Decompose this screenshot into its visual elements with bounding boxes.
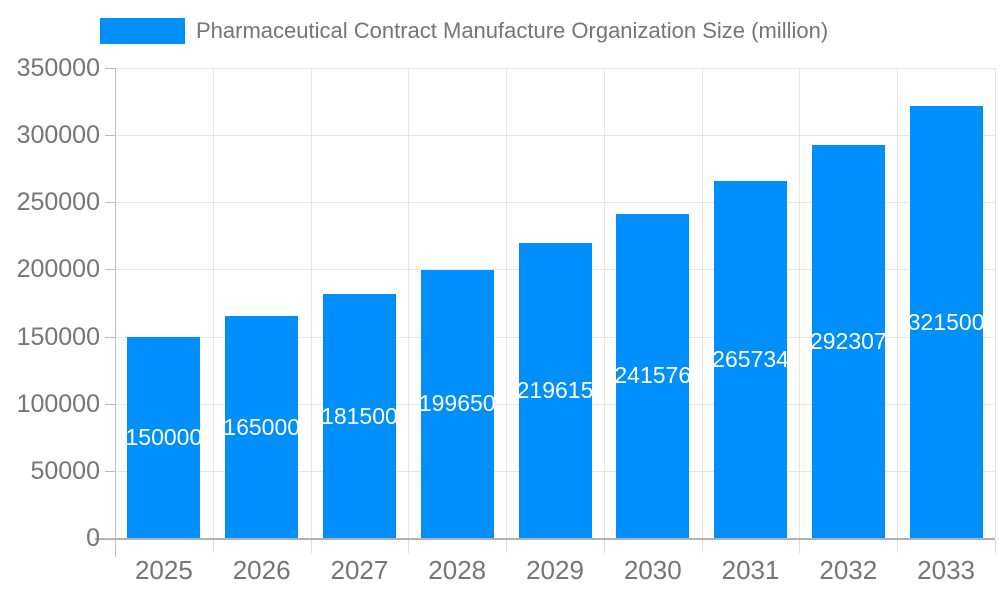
x-axis-tick <box>212 540 214 553</box>
x-axis-tick <box>310 540 312 553</box>
bar-2025[interactable]: 150000 <box>127 336 201 538</box>
x-axis-tick-label: 2025 <box>134 555 193 585</box>
y-axis-tick-label: 100000 <box>16 389 100 418</box>
y-axis-line <box>115 68 116 557</box>
v-gridline <box>701 68 703 538</box>
x-axis-tick <box>799 540 801 553</box>
x-axis-tick-label: 2028 <box>428 555 487 585</box>
legend[interactable]: Pharmaceutical Contract Manufacture Orga… <box>100 18 828 44</box>
v-gridline <box>799 68 801 538</box>
y-axis-tick <box>105 403 115 405</box>
v-gridline <box>506 68 508 538</box>
x-axis-tick <box>408 540 410 553</box>
bar-value-label: 292307 <box>811 328 885 355</box>
y-axis-tick-label: 200000 <box>16 255 100 284</box>
bar-2032[interactable]: 292307 <box>811 145 885 538</box>
x-axis-tick <box>701 540 703 553</box>
x-axis-tick <box>897 540 899 553</box>
x-axis-tick-label: 2032 <box>819 555 878 585</box>
x-axis-tick <box>506 540 508 553</box>
bar-value-label: 165000 <box>225 413 299 440</box>
x-axis-tick-label: 2026 <box>232 555 291 585</box>
v-gridline <box>310 68 312 538</box>
bar-2029[interactable]: 219615 <box>518 243 592 538</box>
y-axis-tick <box>105 68 115 69</box>
x-axis-tick-label: 2031 <box>721 555 780 585</box>
x-axis-tick-label: 2029 <box>526 555 584 585</box>
h-gridline <box>115 68 995 69</box>
y-axis-tick-label: 350000 <box>16 54 100 82</box>
y-axis-tick <box>105 135 115 137</box>
plot-area: 150000 165000 181500 199650 219615 241576 2657… <box>115 68 996 538</box>
y-axis-tick <box>105 202 115 204</box>
y-axis-tick-label: 0 <box>86 524 100 552</box>
bar-2026[interactable]: 165000 <box>225 316 299 538</box>
v-gridline <box>603 68 605 538</box>
y-axis-tick <box>105 470 115 472</box>
bar-value-label: 181500 <box>322 402 396 429</box>
bar-2033[interactable]: 321500 <box>909 106 983 538</box>
h-gridline <box>115 135 995 137</box>
x-axis-tick <box>995 540 996 553</box>
legend-swatch <box>100 18 185 44</box>
h-gridline <box>115 202 995 204</box>
x-axis-tick-label: 2033 <box>917 555 976 585</box>
bar-value-label: 241576 <box>616 362 690 389</box>
y-axis-tick-label: 150000 <box>16 322 100 351</box>
bar-2028[interactable]: 199650 <box>420 269 494 538</box>
y-axis-tick <box>105 538 115 539</box>
bar-2031[interactable]: 265734 <box>714 181 788 538</box>
y-axis-tick <box>105 336 115 338</box>
y-axis-tick-label: 300000 <box>16 121 100 150</box>
v-gridline <box>212 68 214 538</box>
bar-value-label: 199650 <box>420 390 494 417</box>
y-axis-tick-label: 250000 <box>16 188 100 217</box>
bar-value-label: 219615 <box>518 377 592 404</box>
v-gridline <box>897 68 899 538</box>
y-axis-tick-label: 50000 <box>30 456 100 485</box>
x-axis-tick-label: 2027 <box>330 555 389 585</box>
x-axis-line <box>95 538 995 540</box>
x-axis-tick-label: 2030 <box>623 555 682 585</box>
bar-value-label: 321500 <box>909 308 983 335</box>
bar-value-label: 150000 <box>127 423 201 450</box>
y-axis-tick <box>105 269 115 271</box>
bar-2030[interactable]: 241576 <box>616 213 690 538</box>
legend-label: Pharmaceutical Contract Manufacture Orga… <box>196 18 829 43</box>
v-gridline <box>408 68 410 538</box>
bar-value-label: 265734 <box>714 346 788 373</box>
v-gridline <box>995 68 996 538</box>
x-axis-tick <box>603 540 605 553</box>
bar-2027[interactable]: 181500 <box>322 294 396 538</box>
